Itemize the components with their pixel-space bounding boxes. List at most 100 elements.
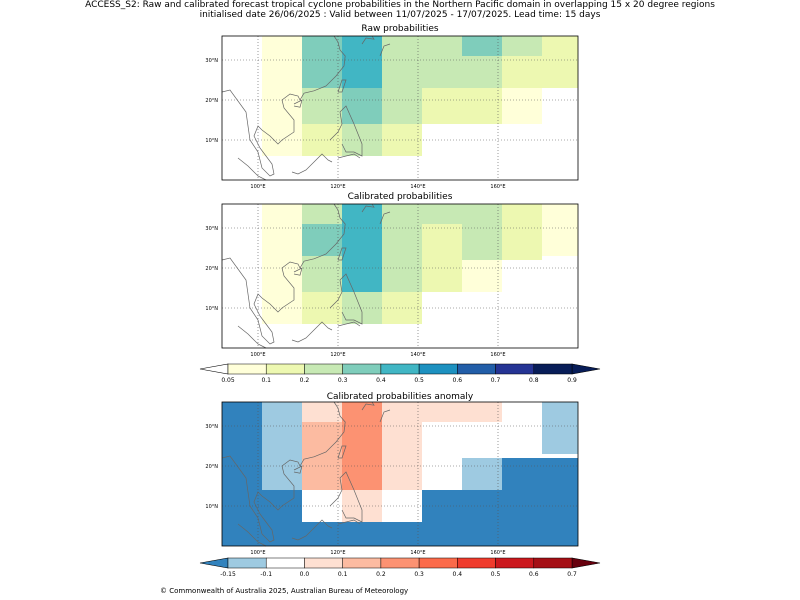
longitude-tick-label: 120°E <box>330 352 345 358</box>
coastline <box>291 321 333 343</box>
probability-region <box>542 36 578 88</box>
colorbar-tick-label: 0.5 <box>491 571 501 578</box>
colorbar-tick-label: 0.1 <box>338 571 348 578</box>
latitude-tick-label: 20°N <box>205 98 218 104</box>
longitude-tick-label: 160°E <box>490 184 505 190</box>
probability-region <box>302 88 342 124</box>
probability-region <box>502 36 542 56</box>
probability-region <box>342 256 382 292</box>
coastline <box>361 401 375 411</box>
colorbar-segment <box>227 557 267 569</box>
coastline <box>379 211 391 225</box>
longitude-tick-label: 120°E <box>330 550 345 556</box>
colorbar-segment <box>304 557 343 569</box>
calibrated-panel-title: Calibrated probabilities <box>347 192 453 202</box>
coastline <box>337 79 347 93</box>
colorbar-tick-label: 0.2 <box>300 377 310 384</box>
map-frame <box>221 35 579 181</box>
coastline <box>337 321 361 327</box>
colorbar-under-arrow <box>199 557 229 569</box>
coastline <box>237 523 267 547</box>
colorbar-segment <box>304 363 343 375</box>
colorbar-tick-label: 0.4 <box>376 377 386 384</box>
probability-region <box>382 224 422 292</box>
colorbar-tick-label: -0.1 <box>260 571 272 578</box>
probability-region <box>502 458 578 546</box>
colorbar-segment <box>380 363 420 375</box>
probability-region <box>382 88 422 124</box>
coastline <box>237 157 267 181</box>
colorbar-tick-label: 0.0 <box>300 571 310 578</box>
probability-region <box>542 204 578 256</box>
probability-region <box>422 402 462 422</box>
coastline <box>237 325 267 349</box>
longitude-tick-label: 160°E <box>490 550 505 556</box>
probability-region <box>262 36 302 88</box>
latitude-tick-label: 20°N <box>205 266 218 272</box>
probability-region <box>502 56 542 88</box>
probability-region <box>342 204 382 256</box>
probability-region <box>302 454 342 490</box>
map-panel-0: 100°E 120°E 140°E 160°E 30°N 20°N 10°N <box>205 35 579 190</box>
coastline <box>379 409 391 423</box>
colorbar-segment <box>418 363 458 375</box>
colorbar-segment <box>457 363 496 375</box>
probability-region <box>302 522 422 546</box>
colorbar-tick-label: 0.5 <box>414 377 424 384</box>
probability-region <box>462 260 502 292</box>
coastline <box>337 153 361 159</box>
latitude-tick-label: 10°N <box>205 306 218 312</box>
colorbar-segment <box>265 363 305 375</box>
coastline <box>329 105 363 157</box>
map-frame <box>221 203 579 349</box>
probability-region <box>422 88 502 124</box>
probability-region <box>382 36 462 88</box>
colorbar-tick-label: 0.1 <box>261 377 271 384</box>
colorbar-tick-label: 0.6 <box>453 377 463 384</box>
latitude-tick-label: 30°N <box>205 424 218 430</box>
map-panel-1: 100°E 120°E 140°E 160°E 30°N 20°N 10°N <box>205 203 579 358</box>
probability-region <box>462 458 502 490</box>
probability-region <box>302 422 342 454</box>
coastline <box>337 445 347 459</box>
map-panel-2: 100°E 120°E 140°E 160°E 30°N 20°N 10°N <box>205 401 579 556</box>
probability-region <box>302 224 342 256</box>
probability-region <box>462 402 502 422</box>
colorbar-tick-label: 0.6 <box>529 571 539 578</box>
probability-region <box>422 224 462 292</box>
colorbar-tick-label: 0.7 <box>567 571 577 578</box>
coastline <box>379 43 391 57</box>
coastline <box>361 203 375 213</box>
probability-region <box>302 36 342 88</box>
coastline <box>293 267 303 276</box>
probability-region <box>462 204 502 224</box>
latitude-tick-label: 30°N <box>205 58 218 64</box>
colorbar-segment <box>227 363 267 375</box>
copyright-footer: © Commonwealth of Australia 2025, Austra… <box>160 587 409 595</box>
probability-region <box>262 204 302 256</box>
coastline <box>361 35 375 45</box>
anomaly-colorbar: -0.15 -0.1 0.0 0.1 0.2 0.3 0.4 0.5 0.6 0.7 <box>199 557 601 578</box>
probability-region <box>422 490 502 546</box>
probability-region <box>462 224 502 260</box>
probability-region <box>262 88 302 156</box>
colorbar-segment <box>457 557 496 569</box>
longitude-tick-label: 140°E <box>410 352 425 358</box>
latitude-tick-label: 10°N <box>205 138 218 144</box>
colorbar-segment <box>533 363 573 375</box>
colorbar-segment <box>265 557 305 569</box>
probability-region <box>342 88 382 124</box>
colorbar-over-arrow <box>571 557 601 569</box>
probability-region <box>342 36 382 88</box>
coastline <box>291 519 333 541</box>
coastline <box>337 247 347 261</box>
colorbar-segment <box>380 557 420 569</box>
latitude-tick-label: 20°N <box>205 464 218 470</box>
probability-region <box>462 36 502 56</box>
probability-region <box>302 204 342 224</box>
longitude-tick-label: 140°E <box>410 184 425 190</box>
probability-region <box>502 422 542 454</box>
coastline <box>293 99 303 108</box>
probability-region <box>262 256 302 324</box>
longitude-tick-label: 100°E <box>250 550 265 556</box>
